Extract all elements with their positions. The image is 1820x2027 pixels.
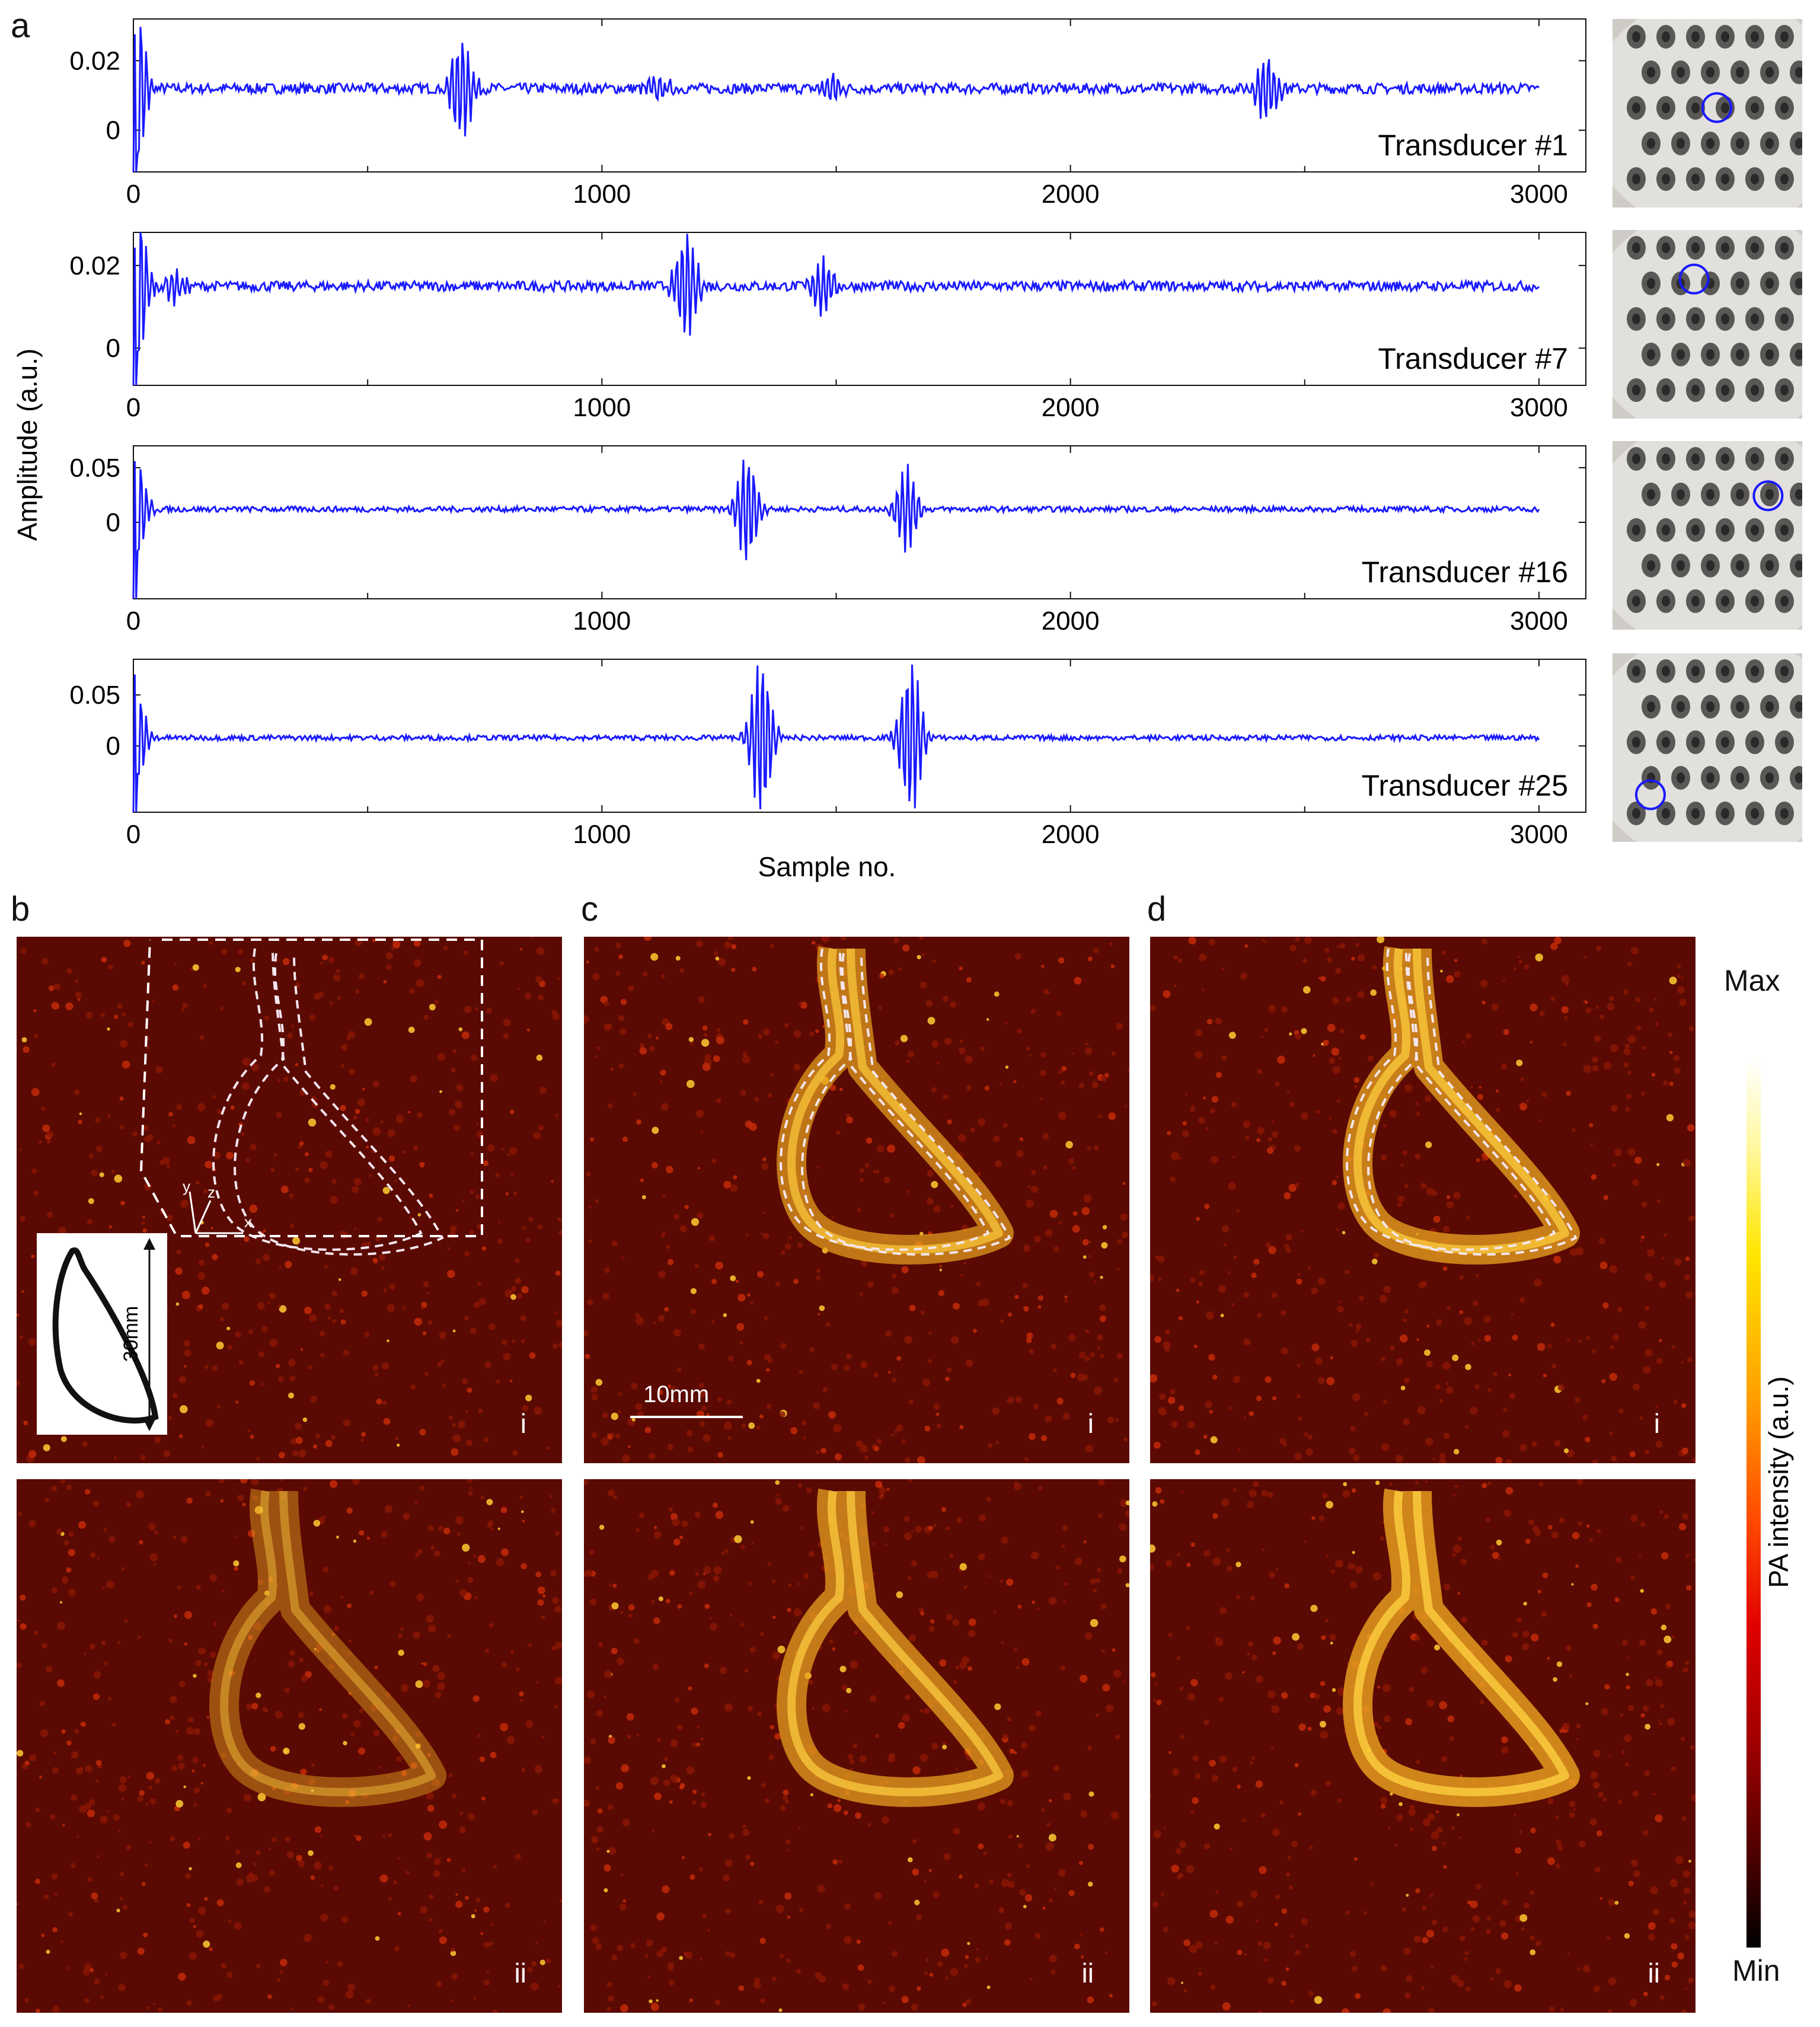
x-axis-label: Sample no. [758,851,896,882]
signals-chart: 0 1000 2000 3000 0 0.02 Transducer #1 0 1000 2000… [12,18,1586,882]
x-tick-label: 1000 [573,180,631,209]
transducer-label: Transducer #1 [1378,129,1568,162]
axis-x-label: x [244,1213,252,1231]
subpanel-label: i [1087,1408,1094,1439]
y-tick-label: 0.05 [69,454,120,483]
selected-transducer-marker [1635,779,1666,810]
panel-letter-c: c [581,890,598,928]
y-tick-label: 0.02 [69,46,120,75]
selected-transducer-marker [1752,480,1784,512]
signal-plot-1: 0 1000 2000 3000 0 0.02 Transducer #1 [69,18,1586,209]
y-tick-label: 0 [106,116,120,145]
x-tick-label: 3000 [1510,180,1568,209]
transducer-array-photo-25 [1613,653,1802,842]
y-tick-label: 0 [106,732,120,761]
volume-box-dashed [139,939,483,1237]
selected-transducer-marker [1678,263,1710,295]
x-tick-label: 3000 [1510,393,1568,422]
x-tick-label: 0 [126,606,141,636]
signal-plot-3: 0 1000 2000 3000 0 0.05 Transducer #16 [69,445,1586,636]
colorbar-title: PA intensity (a.u.) [1765,1376,1794,1588]
inset-size-label: 30mm [120,1306,142,1362]
signal-plot-4: 0 1000 2000 3000 0 0.05 Transducer #25 [69,659,1586,849]
x-tick-label: 2000 [1042,393,1100,422]
subpanel-label: i [1653,1408,1660,1439]
transducer-label: Transducer #25 [1362,769,1568,802]
pa-image-d-i: i [1150,937,1696,1463]
subpanel-label: ii [1647,1958,1660,1988]
colorbar [1746,1058,1761,1948]
y-tick-label: 0.02 [69,251,120,280]
object-inset: 30mm [37,1233,167,1435]
plot-frame [133,232,1586,386]
transducer-label: Transducer #7 [1378,342,1568,375]
object-outline-dashed [212,948,423,1251]
colorbar-min-label: Min [1732,1954,1780,1987]
transducer-array-photo-7 [1613,230,1802,419]
x-tick-label: 3000 [1510,606,1568,636]
panel-letter-b: b [11,890,30,928]
waveform-line [132,459,1540,599]
x-tick-label: 0 [126,820,141,849]
panel-letter-d: d [1147,890,1167,928]
scale-bar [630,1416,743,1418]
subpanel-label: ii [514,1958,526,1988]
transducer-array-photo-1 [1613,19,1802,208]
x-tick-label: 2000 [1042,820,1100,849]
y-tick-label: 0 [106,508,120,537]
waveform-line [132,27,1540,173]
pa-image-c-ii: ii [584,1479,1129,2013]
pa-image-b-ii: ii [17,1479,562,2013]
x-tick-label: 1000 [573,606,631,636]
scale-bar-label: 10mm [643,1381,710,1407]
x-tick-label: 2000 [1042,180,1100,209]
colorbar-title-wrap: PA intensity (a.u.) [1765,1376,1794,1588]
object-outline-dashed [1346,948,1556,1251]
subpanel-label: i [520,1408,526,1439]
waveform-line [132,664,1540,813]
y-axis-label: Amplitude (a.u.) [12,349,43,541]
transducer-label: Transducer #16 [1362,556,1568,589]
selected-transducer-marker [1701,92,1732,123]
panel-letter-a: a [11,7,30,45]
x-tick-label: 0 [126,180,141,209]
pa-image-d-ii: ii [1150,1479,1696,2013]
y-tick-label: 0 [106,334,120,363]
axis-z-label: z [207,1183,215,1201]
colorbar-max-label: Max [1724,964,1780,997]
axis-triad: x y z [183,1177,252,1234]
plot-frame [133,18,1586,173]
pa-image-c-i: i [584,937,1129,1463]
x-tick-label: 1000 [573,393,631,422]
x-tick-label: 0 [126,393,141,422]
x-tick-label: 3000 [1510,820,1568,849]
waveform-line [132,232,1540,386]
object-outline-dashed [780,948,990,1251]
x-tick-label: 2000 [1042,606,1100,636]
subpanel-label: ii [1081,1958,1094,1988]
y-tick-label: 0.05 [69,681,120,710]
signal-plot-2: 0 1000 2000 3000 0 0.02 Transducer #7 [69,232,1586,422]
x-tick-label: 1000 [573,820,631,849]
object-signal [209,1488,446,1807]
axis-y-label: y [183,1177,190,1195]
transducer-array-photo-16 [1613,441,1802,630]
